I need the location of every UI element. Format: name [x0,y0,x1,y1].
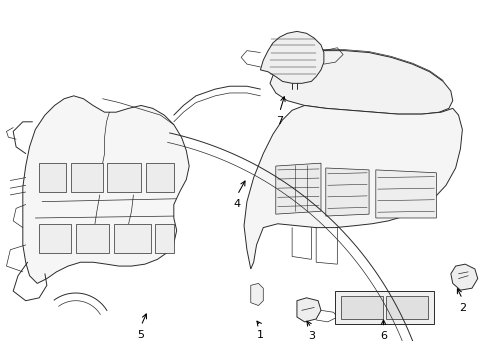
Polygon shape [336,291,434,324]
Polygon shape [76,224,109,253]
Text: 1: 1 [257,329,264,339]
Polygon shape [260,31,324,83]
Text: 5: 5 [138,329,145,339]
Polygon shape [326,168,369,216]
Polygon shape [39,224,71,253]
Polygon shape [387,296,428,319]
Polygon shape [251,283,263,306]
Text: 4: 4 [234,199,241,209]
Polygon shape [341,296,383,319]
Polygon shape [71,163,102,192]
Polygon shape [276,163,321,214]
Text: 3: 3 [308,332,315,342]
Polygon shape [297,298,321,322]
Polygon shape [270,51,453,114]
Text: 2: 2 [459,303,466,312]
Polygon shape [107,163,141,192]
Polygon shape [244,105,463,269]
Text: 7: 7 [276,116,283,126]
Polygon shape [39,163,66,192]
Polygon shape [23,96,189,283]
Polygon shape [451,264,478,290]
Polygon shape [376,170,437,218]
Polygon shape [146,163,174,192]
Text: 6: 6 [380,332,387,342]
Polygon shape [114,224,151,253]
Polygon shape [154,224,174,253]
